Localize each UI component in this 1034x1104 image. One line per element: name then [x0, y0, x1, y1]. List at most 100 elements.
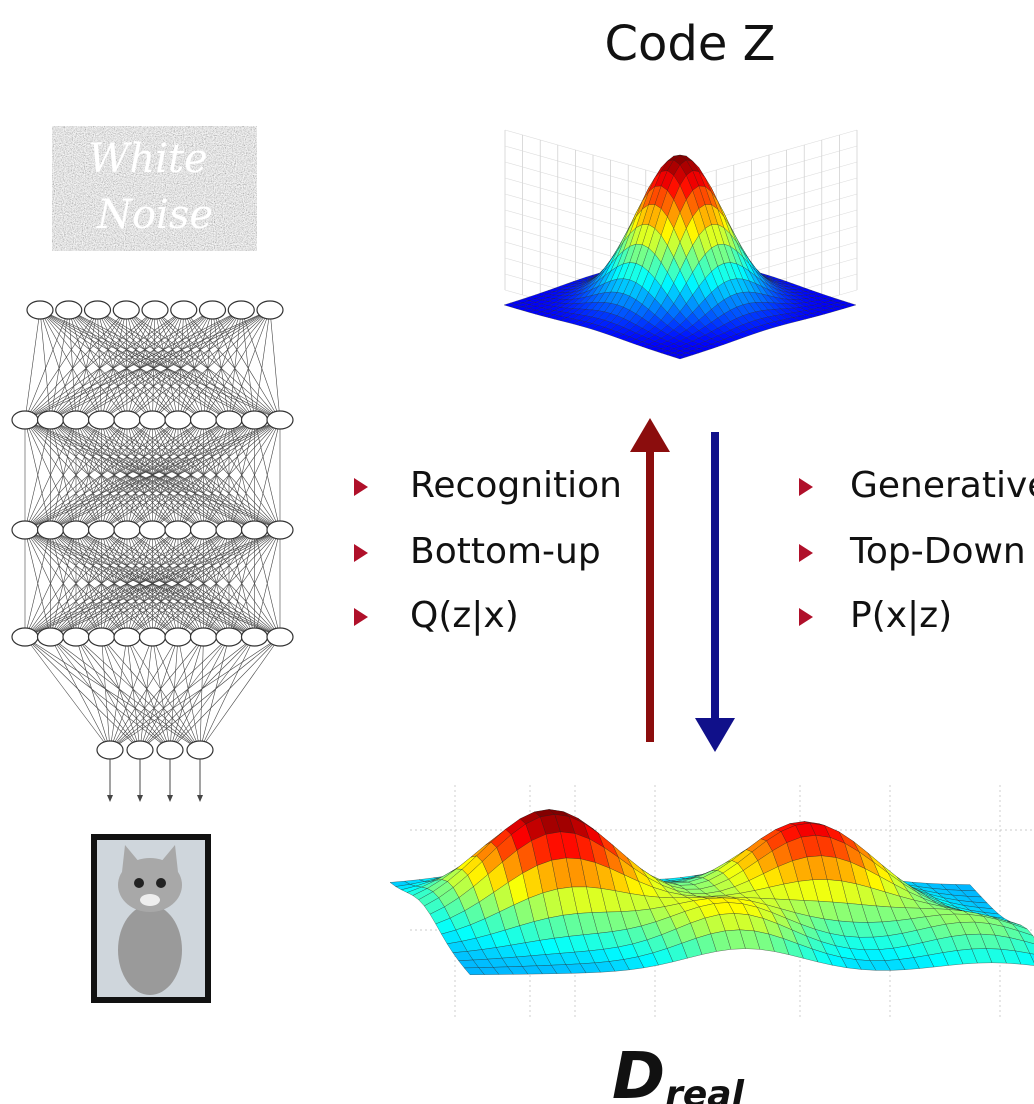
- neuron: [242, 411, 268, 429]
- output-arrow-head: [107, 795, 113, 802]
- neuron: [216, 521, 242, 539]
- connection: [76, 310, 184, 420]
- slide: Code Z White Noise Recognition Bottom-up Q…: [0, 0, 1034, 1104]
- neuron: [267, 628, 293, 646]
- label-main: D: [612, 1040, 665, 1104]
- bullet: [799, 544, 813, 562]
- neuron: [165, 411, 191, 429]
- distribution-label: Dreal: [612, 1040, 745, 1104]
- connection: [51, 637, 141, 750]
- neuron: [89, 628, 115, 646]
- neuron: [63, 411, 89, 429]
- connection: [51, 637, 171, 750]
- connection: [200, 637, 204, 750]
- list-item: P(x|z): [850, 595, 952, 636]
- neuron: [165, 628, 191, 646]
- neural-network: [12, 301, 293, 802]
- neuron: [114, 628, 140, 646]
- connection: [153, 310, 156, 420]
- noise-label: White: [88, 136, 207, 182]
- bullet: [354, 608, 368, 626]
- connection: [76, 310, 155, 420]
- neuron: [187, 741, 213, 759]
- cat-eye: [156, 878, 166, 888]
- neuron: [216, 628, 242, 646]
- gaussian-surface: [504, 130, 857, 359]
- cat-muzzle: [140, 894, 160, 906]
- neuron: [38, 628, 64, 646]
- neuron: [165, 521, 191, 539]
- connection: [270, 310, 280, 420]
- page: Code Z White Noise Recognition Bottom-up Q…: [0, 0, 1034, 1104]
- connection: [140, 637, 204, 750]
- neuron: [27, 301, 53, 319]
- neuron: [216, 411, 242, 429]
- bullet: [799, 478, 813, 496]
- neuron: [242, 628, 268, 646]
- neuron: [200, 301, 226, 319]
- connection: [102, 637, 141, 750]
- list-item: Q(z|x): [410, 595, 519, 636]
- cat-eye: [134, 878, 144, 888]
- connection: [255, 310, 271, 420]
- neuron: [142, 301, 168, 319]
- neuron: [12, 411, 38, 429]
- neuron: [191, 628, 217, 646]
- generative-arrow: [695, 432, 735, 752]
- connection: [140, 637, 178, 750]
- bullet: [354, 544, 368, 562]
- neuron: [127, 741, 153, 759]
- connection: [102, 637, 111, 750]
- neuron: [140, 628, 166, 646]
- neuron: [38, 411, 64, 429]
- title: Code Z: [604, 16, 775, 72]
- white-noise-image: White Noise: [52, 126, 257, 251]
- arrow-head: [630, 418, 670, 452]
- connection: [110, 637, 229, 750]
- cat-body: [118, 905, 182, 995]
- connection: [140, 637, 255, 750]
- neuron: [12, 628, 38, 646]
- kitten-image: [94, 837, 208, 1000]
- list-item: Generative: [850, 465, 1034, 506]
- output-arrow-head: [137, 795, 143, 802]
- neuron: [267, 521, 293, 539]
- output-arrow-head: [167, 795, 173, 802]
- noise-label: Noise: [96, 192, 213, 238]
- list-item: Top-Down: [849, 531, 1026, 572]
- neuron: [257, 301, 283, 319]
- connection: [51, 637, 111, 750]
- connection: [76, 637, 110, 750]
- neuron: [267, 411, 293, 429]
- connection: [184, 310, 204, 420]
- neuron: [114, 521, 140, 539]
- bullet: [799, 608, 813, 626]
- connection: [76, 310, 270, 420]
- neuron: [191, 411, 217, 429]
- neuron: [114, 411, 140, 429]
- neuron: [38, 521, 64, 539]
- neuron: [157, 741, 183, 759]
- neuron: [228, 301, 254, 319]
- connection: [110, 637, 178, 750]
- connection: [51, 637, 201, 750]
- neuron: [97, 741, 123, 759]
- connection: [170, 637, 229, 750]
- list-item: Bottom-up: [410, 531, 601, 572]
- neuron: [89, 521, 115, 539]
- connection: [184, 310, 255, 420]
- arrow-head: [695, 718, 735, 752]
- real-distribution-surface: [390, 785, 1034, 1020]
- connection: [110, 637, 255, 750]
- output-arrow-head: [197, 795, 203, 802]
- neuron: [12, 521, 38, 539]
- list-item: Recognition: [410, 465, 622, 506]
- neuron: [191, 521, 217, 539]
- neuron: [140, 521, 166, 539]
- connection: [140, 637, 229, 750]
- neuron: [85, 301, 111, 319]
- recognition-arrow: [630, 418, 670, 742]
- neuron: [113, 301, 139, 319]
- neuron: [56, 301, 82, 319]
- neuron: [171, 301, 197, 319]
